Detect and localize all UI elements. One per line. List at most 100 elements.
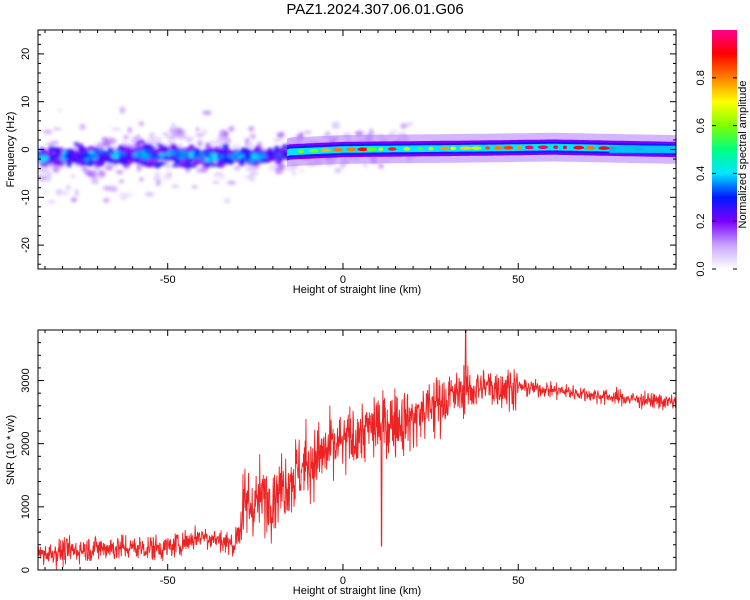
spectrogram-ridge-peak	[562, 145, 567, 150]
spectrogram-faint-blob	[304, 130, 312, 135]
spectrogram-faint-blob	[226, 180, 236, 185]
spectrogram-ridge-peak	[471, 146, 482, 150]
spectrogram-faint-blob	[139, 177, 144, 182]
spectrogram-bright-spot	[238, 150, 243, 156]
spectrogram-x-tick-label: -50	[160, 274, 176, 286]
spectrogram-faint-blob	[45, 131, 52, 136]
spectrogram-ridge-tail	[609, 145, 676, 154]
spectrogram-faint-blob	[52, 168, 60, 173]
spectrogram-faint-blob	[194, 133, 205, 137]
spectrogram-bright-spot	[219, 154, 225, 160]
spectrogram-panel: -50 0 50 -20 -10 0 10 20 Height of straight lin…	[5, 29, 677, 296]
spectrogram-ridge-peak	[553, 145, 559, 149]
snr-x-tick-label: 0	[340, 575, 346, 587]
spectrogram-bright-spot	[258, 150, 264, 157]
spectrogram-faint-blob	[400, 123, 408, 129]
spectrogram-x-axis-label: Height of straight line (km)	[293, 284, 421, 296]
spectrogram-faint-blob	[103, 185, 112, 191]
spectrogram-faint-blob	[178, 142, 183, 150]
spectrogram-faint-blob	[111, 127, 122, 131]
spectrogram-ridge-peak	[585, 146, 595, 150]
spectrogram-band-blob	[51, 154, 56, 159]
spectrogram-faint-blob	[119, 192, 128, 201]
spectrogram-band-blob	[119, 158, 125, 164]
spectrogram-band-blob	[274, 159, 282, 166]
spectrogram-faint-blob	[170, 127, 180, 134]
spectrogram-faint-blob	[212, 180, 220, 185]
spectrogram-band-blob	[216, 163, 221, 168]
spectrogram-faint-blob	[250, 171, 256, 177]
spectrogram-faint-blob	[119, 179, 124, 184]
spectrogram-y-tick-label: -20	[20, 237, 32, 253]
spectrogram-faint-blob	[79, 123, 86, 131]
spectrogram-ridge-peak	[332, 147, 344, 152]
spectrogram-y-tick-label: 10	[20, 96, 32, 108]
spectrogram-bright-spot	[187, 152, 195, 158]
spectrogram-faint-blob	[231, 143, 241, 152]
colorbar-tick-label: 0.0	[695, 261, 707, 276]
spectrogram-faint-blob	[291, 170, 296, 177]
spectrogram-band-blob	[156, 148, 163, 153]
colorbar-tick-label: 0.2	[695, 214, 707, 229]
spectrogram-ridge-peak	[403, 147, 411, 151]
snr-y-tick-label: 3000	[20, 368, 32, 392]
spectrogram-faint-blob	[191, 185, 198, 189]
spectrogram-faint-blob	[354, 130, 365, 137]
spectrogram-ridge-peak	[357, 147, 368, 152]
spectrogram-band-blob	[281, 146, 287, 151]
spectrogram-faint-blob	[44, 142, 54, 146]
spectrogram-faint-blob	[185, 136, 194, 142]
spectrogram-ridge-peak	[537, 145, 549, 150]
spectrogram-band-blob	[162, 146, 170, 152]
spectrogram-band-blob	[194, 158, 200, 166]
spectrogram-faint-blob	[97, 169, 106, 178]
spectrogram-bright-spot	[101, 151, 110, 156]
spectrogram-bright-spot	[226, 154, 234, 158]
spectrogram-faint-blob	[152, 175, 162, 181]
spectrogram-band-blob	[129, 157, 135, 164]
figure-title: PAZ1.2024.307.06.01.G06	[286, 1, 463, 18]
spectrogram-faint-blob	[147, 136, 155, 144]
colorbar: 0.0 0.2 0.4 0.6 0.8 Normalized spectral ampl…	[695, 30, 749, 277]
spectrogram-ridge-peak	[459, 146, 472, 151]
spectrogram-y-tick-label: 0	[20, 146, 32, 152]
spectrogram-ridge-peak	[378, 147, 384, 151]
spectrogram-faint-blob	[287, 165, 297, 172]
spectrogram-faint-blob	[70, 197, 77, 203]
spectrogram-faint-blob	[278, 164, 286, 170]
spectrogram-faint-blob	[203, 166, 208, 174]
spectrogram-faint-blob	[248, 142, 254, 149]
spectrogram-band-blob	[54, 153, 59, 158]
spectrogram-bright-spot	[145, 152, 152, 158]
spectrogram-bright-spot	[178, 154, 186, 160]
spectrogram-faint-blob	[155, 171, 160, 178]
spectrogram-bright-spot	[111, 153, 119, 159]
snr-y-tick-label: 1000	[20, 495, 32, 519]
spectrogram-ridge-peak	[346, 147, 357, 152]
spectrogram-x-tick-label: 0	[340, 274, 346, 286]
spectrogram-faint-blob	[135, 134, 142, 140]
spectrogram-faint-blob	[201, 129, 208, 134]
spectrogram-heatmap	[38, 106, 676, 204]
spectrogram-faint-blob	[248, 126, 255, 132]
spectrogram-band-blob	[100, 162, 105, 166]
spectrogram-bright-spot	[274, 152, 281, 158]
spectrogram-faint-blob	[249, 173, 255, 182]
spectrogram-bright-spot	[251, 154, 259, 158]
spectrogram-faint-blob	[276, 133, 283, 138]
spectrogram-faint-blob	[57, 108, 63, 113]
spectrogram-faint-blob	[249, 133, 256, 140]
spectrogram-bright-spot	[59, 155, 67, 162]
spectrogram-band-blob	[154, 161, 162, 169]
spectrogram-ridge-peak	[308, 149, 319, 153]
spectrogram-band-blob	[145, 162, 153, 168]
spectrogram-ridge-peak	[417, 146, 423, 151]
spectrogram-bright-spot	[151, 155, 159, 160]
spectrogram-bright-spot	[239, 157, 246, 163]
spectrogram-faint-blob	[205, 142, 210, 151]
spectrogram-band-blob	[41, 150, 47, 155]
spectrogram-band-blob	[139, 139, 145, 144]
spectrogram-ridge-peak	[439, 146, 450, 151]
spectrogram-faint-blob	[273, 138, 283, 142]
spectrogram-faint-blob	[38, 174, 47, 182]
